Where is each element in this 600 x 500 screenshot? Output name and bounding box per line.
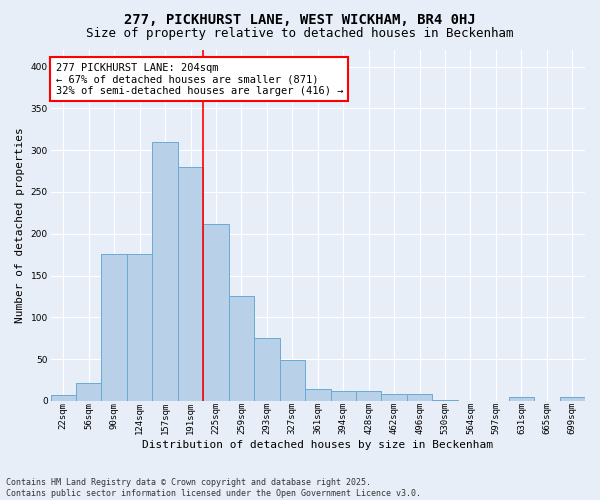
Bar <box>76 384 101 401</box>
Bar <box>127 254 152 401</box>
Bar <box>254 338 280 401</box>
Bar <box>229 296 254 401</box>
Bar <box>152 142 178 401</box>
Bar <box>382 394 407 401</box>
Text: 277 PICKHURST LANE: 204sqm
← 67% of detached houses are smaller (871)
32% of sem: 277 PICKHURST LANE: 204sqm ← 67% of deta… <box>56 62 343 96</box>
Text: Contains HM Land Registry data © Crown copyright and database right 2025.
Contai: Contains HM Land Registry data © Crown c… <box>6 478 421 498</box>
Bar <box>509 398 534 401</box>
Text: 277, PICKHURST LANE, WEST WICKHAM, BR4 0HJ: 277, PICKHURST LANE, WEST WICKHAM, BR4 0… <box>124 12 476 26</box>
Bar <box>101 254 127 401</box>
Y-axis label: Number of detached properties: Number of detached properties <box>15 128 25 324</box>
Bar <box>280 360 305 401</box>
Bar <box>433 400 458 401</box>
Bar <box>50 395 76 401</box>
Bar <box>331 391 356 401</box>
Text: Size of property relative to detached houses in Beckenham: Size of property relative to detached ho… <box>86 28 514 40</box>
Bar <box>178 167 203 401</box>
Bar <box>407 394 433 401</box>
Bar <box>203 224 229 401</box>
Bar <box>560 398 585 401</box>
Bar <box>356 391 382 401</box>
X-axis label: Distribution of detached houses by size in Beckenham: Distribution of detached houses by size … <box>142 440 493 450</box>
Bar <box>305 389 331 401</box>
